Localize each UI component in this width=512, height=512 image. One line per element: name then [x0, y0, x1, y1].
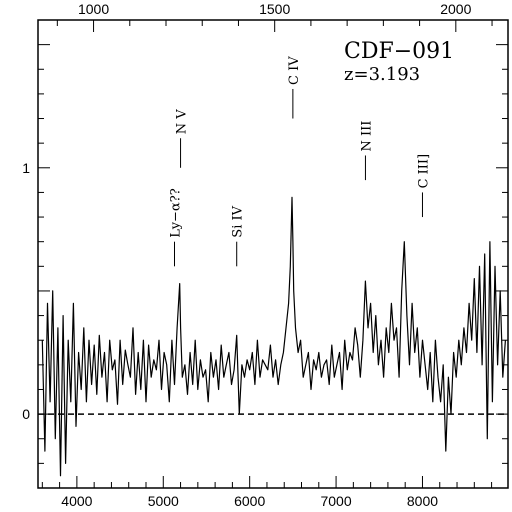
top-tick-label: 2000 [440, 1, 471, 17]
x-tick-label: 4000 [61, 493, 92, 509]
top-tick-label: 1000 [78, 1, 109, 17]
redshift-label: z=3.193 [344, 64, 420, 85]
plot-frame [37, 19, 509, 489]
line-label: C III] [416, 154, 431, 189]
y-tick-label: 1 [22, 160, 30, 176]
line-label: N III [359, 121, 374, 152]
line-label: N V [175, 109, 190, 135]
x-tick-label: 8000 [407, 493, 438, 509]
spectrum-line [41, 196, 506, 477]
object-name: CDF−091 [344, 39, 454, 64]
x-tick-label: 5000 [148, 493, 179, 509]
spectrum-series [41, 196, 506, 477]
emission-line-marks: Ly−α?? N V Si IV C IV N III C III] [169, 56, 431, 267]
line-label: Ly−α?? [169, 188, 184, 237]
top-tick-label: 1500 [259, 1, 290, 17]
plot-border [37, 19, 509, 489]
tick-labels: 4000 5000 6000 7000 8000 1000 1500 2000 0 1 [22, 1, 471, 509]
x-tick-label: 6000 [234, 493, 265, 509]
line-label: Si IV [231, 205, 246, 237]
axis-ticks [38, 19, 508, 489]
y-tick-label: 0 [22, 406, 30, 422]
line-label: C IV [287, 56, 302, 85]
x-tick-label: 7000 [320, 493, 351, 509]
